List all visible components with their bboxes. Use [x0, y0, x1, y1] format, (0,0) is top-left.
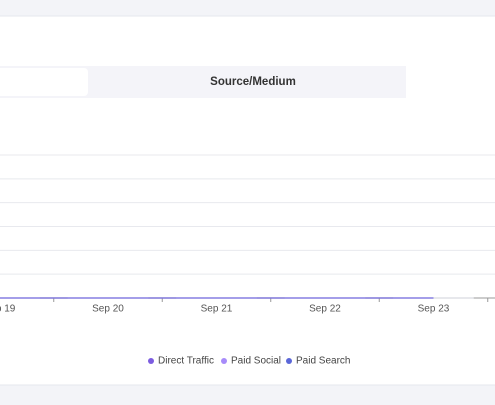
legend-label: Paid Social: [231, 356, 281, 367]
legend-label: Direct Traffic: [158, 356, 214, 367]
x-tick-label: Sep 20: [92, 304, 124, 315]
x-tick-label: Sep 21: [201, 304, 233, 315]
x-tick-label: Sep 22: [309, 304, 341, 315]
legend-label: Paid Search: [296, 356, 350, 367]
legend-dot: [286, 358, 292, 364]
x-tick-label: Sep 23: [418, 304, 450, 315]
x-tick-label: Sep 19: [0, 304, 16, 315]
tab-label[interactable]: Source/Medium: [210, 76, 296, 88]
tab-selected[interactable]: [0, 68, 88, 96]
legend-dot: [221, 358, 227, 364]
legend-dot: [148, 358, 154, 364]
